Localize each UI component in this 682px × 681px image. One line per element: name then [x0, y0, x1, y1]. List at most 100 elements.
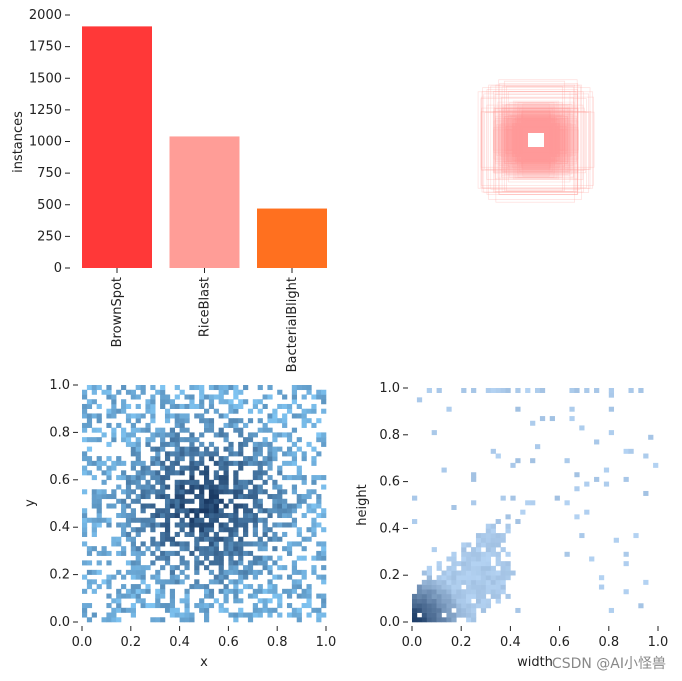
histogram-cell: [145, 517, 151, 523]
histogram-cell: [262, 422, 268, 428]
histogram-cell: [311, 460, 317, 466]
histogram-cell: [301, 385, 307, 391]
histogram-cell: [116, 408, 122, 414]
histogram-cell: [247, 508, 254, 514]
histogram-cell: [130, 593, 136, 599]
histogram-cell: [296, 385, 302, 391]
histogram-cell: [169, 399, 176, 405]
histogram-cell: [243, 527, 249, 533]
histogram-cell: [91, 612, 97, 618]
histogram-cell: [277, 555, 283, 561]
histogram-cell: [272, 494, 278, 500]
histogram-cell: [471, 603, 477, 609]
histogram-cell: [135, 456, 141, 462]
histogram-cell: [306, 489, 312, 495]
histogram-cell: [150, 446, 156, 452]
histogram-cell: [500, 537, 506, 543]
histogram-cell: [208, 579, 215, 585]
histogram-cell: [446, 579, 452, 585]
histogram-cell: [431, 603, 437, 609]
histogram-cell: [125, 517, 132, 523]
histogram-cell: [218, 394, 224, 400]
histogram-cell: [111, 574, 117, 580]
box-outline: [480, 96, 594, 186]
histogram-cell: [262, 427, 268, 433]
histogram-cell: [155, 555, 161, 561]
histogram-cell: [155, 427, 161, 433]
histogram-cell: [252, 503, 258, 509]
histogram-cell: [286, 503, 293, 509]
histogram-cell: [213, 451, 219, 457]
box-outline: [490, 85, 581, 190]
histogram-cell: [96, 418, 102, 424]
histogram-cell: [169, 441, 176, 447]
histogram-cell: [184, 446, 190, 452]
histogram-cell: [82, 403, 88, 409]
histogram-cell: [101, 432, 107, 438]
histogram-cell: [91, 399, 97, 405]
histogram-cell: [471, 584, 477, 590]
histogram-cell: [135, 427, 141, 433]
histogram-cell: [321, 508, 327, 514]
histogram-cell: [233, 579, 239, 585]
histogram-cell: [277, 598, 283, 604]
histogram-cell: [267, 413, 273, 419]
histogram-cell: [184, 512, 190, 519]
histogram-cell: [160, 479, 166, 485]
histogram-cell: [116, 550, 122, 556]
histogram-cell: [272, 484, 278, 490]
histogram-cell: [111, 489, 117, 495]
histogram-cell: [267, 451, 273, 457]
bar-y-tick-label: 250: [37, 229, 62, 244]
histogram-cell: [194, 522, 200, 528]
histogram-cell: [204, 503, 210, 509]
histogram-cell: [125, 389, 132, 395]
histogram-cell: [179, 494, 185, 500]
histogram-cell: [96, 550, 102, 556]
histogram-cell: [150, 536, 156, 542]
histogram-cell: [238, 489, 244, 495]
histogram-cell: [169, 503, 176, 509]
histogram-cell: [189, 584, 195, 590]
histogram-cell: [204, 607, 210, 613]
histogram-cell: [291, 607, 298, 613]
histogram-cell: [252, 484, 258, 490]
histogram-cell: [471, 579, 477, 585]
histogram-cell: [169, 536, 176, 542]
histogram-cell: [301, 498, 307, 504]
histogram-cell: [116, 422, 122, 428]
histogram-cell: [164, 579, 171, 585]
histogram-cell: [286, 508, 293, 514]
histogram-cell: [145, 470, 151, 476]
histogram-cell: [272, 584, 278, 590]
histogram-cell: [218, 588, 224, 594]
histogram-cell: [277, 418, 283, 424]
histogram-cell: [160, 550, 166, 556]
histogram-cell: [179, 465, 185, 471]
histogram-cell: [189, 612, 195, 618]
histogram-cell: [174, 456, 180, 462]
histogram-cell: [316, 494, 322, 500]
histogram-cell: [223, 527, 229, 533]
histogram-cell: [490, 584, 496, 590]
box-center: [528, 133, 544, 147]
histogram-cell: [208, 441, 215, 447]
histogram-cell: [485, 603, 492, 609]
histogram-cell: [189, 489, 195, 495]
histogram-cell: [189, 517, 195, 523]
box-outline: [483, 93, 590, 193]
histogram-cell: [525, 388, 531, 393]
histogram-cell: [569, 406, 575, 412]
histogram-cell: [145, 427, 151, 433]
histogram-cell: [252, 574, 258, 580]
histogram-cell: [257, 418, 263, 424]
histogram-cell: [121, 550, 127, 556]
histogram-cell: [223, 465, 229, 471]
histogram-cell: [316, 503, 322, 509]
histogram-cell: [125, 475, 132, 481]
histogram-cell: [485, 388, 492, 393]
histogram-cell: [116, 541, 122, 547]
histogram-cell: [257, 503, 263, 509]
histogram-cell: [116, 603, 122, 609]
histogram-cell: [164, 465, 171, 471]
